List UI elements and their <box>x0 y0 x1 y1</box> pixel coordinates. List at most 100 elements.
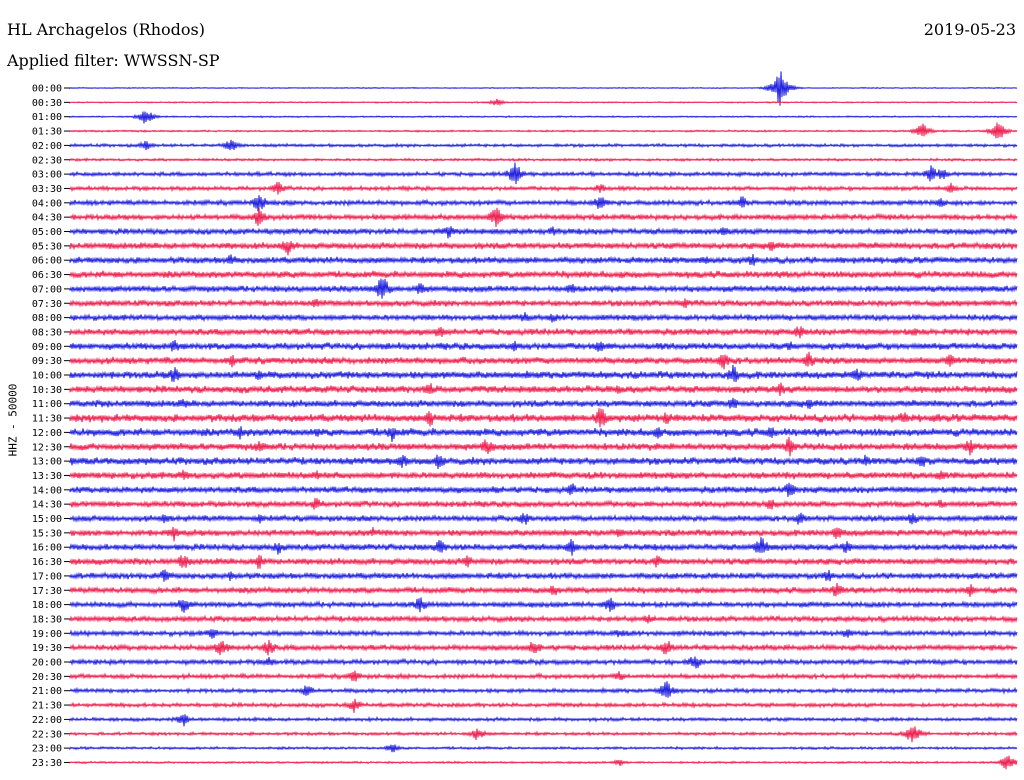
trace-line <box>69 111 1018 124</box>
trace-line <box>69 226 1018 239</box>
trace-line <box>69 326 1018 339</box>
trace-line <box>69 98 1018 107</box>
row-time-label: 23:30 <box>32 758 62 769</box>
trace-line <box>69 278 1018 299</box>
row-time-label: 14:00 <box>32 485 62 496</box>
row-time-label: 02:30 <box>32 155 62 166</box>
trace-line <box>69 512 1018 525</box>
row-time-label: 00:30 <box>32 98 62 109</box>
trace-line <box>69 526 1018 542</box>
row-time-label: 16:30 <box>32 557 62 568</box>
trace-line <box>69 582 1018 598</box>
row-time-label: 07:00 <box>32 284 62 295</box>
row-time-label: 20:30 <box>32 672 62 683</box>
trace-line <box>69 364 1018 383</box>
trace-line <box>69 436 1018 457</box>
trace-line <box>69 744 1018 753</box>
row-time-label: 01:00 <box>32 112 62 123</box>
row-time-label: 23:00 <box>32 744 62 755</box>
row-time-label: 02:00 <box>32 141 62 152</box>
trace-line <box>69 670 1018 682</box>
row-time-label: 06:00 <box>32 256 62 267</box>
row-time-label: 03:00 <box>32 170 62 181</box>
row-time-label: 12:00 <box>32 428 62 439</box>
row-time-label: 21:00 <box>32 686 62 697</box>
trace-line <box>69 537 1018 556</box>
trace-line <box>69 628 1018 639</box>
trace-line <box>69 269 1018 280</box>
row-time-label: 10:30 <box>32 385 62 396</box>
filter-label: Applied filter: WWSSN-SP <box>7 51 220 70</box>
row-time-label: 05:00 <box>32 227 62 238</box>
row-time-label: 09:00 <box>32 342 62 353</box>
row-time-label: 14:30 <box>32 500 62 511</box>
trace-line <box>69 714 1018 727</box>
trace-line <box>69 698 1018 713</box>
row-time-label: 13:00 <box>32 457 62 468</box>
row-time-label: 20:00 <box>32 658 62 669</box>
row-time-label: 04:00 <box>32 198 62 209</box>
trace-line <box>69 426 1018 443</box>
trace-line <box>69 157 1018 163</box>
row-time-label: 18:30 <box>32 614 62 625</box>
trace-line <box>69 639 1018 656</box>
trace-line <box>69 554 1018 569</box>
trace-line <box>69 71 1018 106</box>
row-time-label: 07:30 <box>32 299 62 310</box>
row-time-label: 15:30 <box>32 528 62 539</box>
trace-line <box>69 614 1018 624</box>
row-time-label: 19:30 <box>32 643 62 654</box>
trace-line <box>69 397 1018 409</box>
trace-line <box>69 681 1018 698</box>
row-time-label: 17:00 <box>32 571 62 582</box>
trace-line <box>69 597 1018 613</box>
trace-line <box>69 312 1018 323</box>
trace-line <box>69 253 1018 266</box>
trace-line <box>69 207 1018 228</box>
row-time-label: 13:30 <box>32 471 62 482</box>
row-time-label: 00:00 <box>32 84 62 95</box>
trace-line <box>69 298 1018 309</box>
row-time-label: 18:00 <box>32 600 62 611</box>
row-time-label: 16:00 <box>32 543 62 554</box>
row-time-label: 15:00 <box>32 514 62 525</box>
trace-line <box>69 382 1018 397</box>
row-time-label: 17:30 <box>32 586 62 597</box>
record-date: 2019-05-23 <box>923 20 1016 39</box>
trace-line <box>69 240 1018 256</box>
row-time-label: 05:30 <box>32 241 62 252</box>
row-time-label: 06:30 <box>32 270 62 281</box>
trace-line <box>69 482 1018 497</box>
trace-line <box>69 139 1018 151</box>
row-time-label: 03:30 <box>32 184 62 195</box>
row-time-label: 19:00 <box>32 629 62 640</box>
trace-line <box>69 195 1018 212</box>
row-time-label: 21:30 <box>32 701 62 712</box>
trace-line <box>69 408 1018 428</box>
row-time-label: 12:30 <box>32 442 62 453</box>
trace-line <box>69 569 1018 582</box>
row-time-label: 22:30 <box>32 729 62 740</box>
row-time-label: 08:00 <box>32 313 62 324</box>
trace-line <box>69 454 1018 470</box>
row-time-label: 22:00 <box>32 715 62 726</box>
trace-line <box>69 351 1018 370</box>
row-time-label: 11:00 <box>32 399 62 410</box>
row-time-label: 09:30 <box>32 356 62 367</box>
trace-line <box>69 755 1018 770</box>
trace-line <box>69 497 1018 510</box>
trace-line <box>69 469 1018 481</box>
row-time-label: 04:30 <box>32 213 62 224</box>
row-time-label: 08:30 <box>32 327 62 338</box>
trace-line <box>69 162 1018 185</box>
trace-line <box>69 726 1018 743</box>
row-time-label: 11:30 <box>32 414 62 425</box>
trace-line <box>69 122 1018 139</box>
row-time-label: 10:00 <box>32 371 62 382</box>
row-time-label: 01:30 <box>32 127 62 138</box>
trace-line <box>69 182 1018 195</box>
trace-line <box>69 656 1018 669</box>
trace-line <box>69 339 1018 352</box>
station-title: HL Archagelos (Rhodos) <box>7 20 205 39</box>
